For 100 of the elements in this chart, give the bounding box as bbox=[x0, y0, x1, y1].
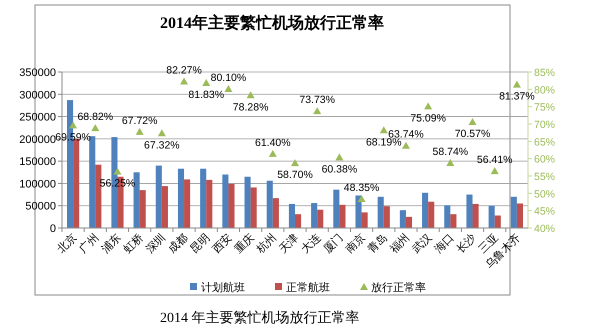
bar bbox=[140, 190, 146, 228]
bar bbox=[317, 210, 324, 228]
y2-tick-label: 50% bbox=[534, 188, 556, 200]
bar bbox=[311, 203, 318, 228]
data-label: 61.40% bbox=[254, 136, 291, 149]
bar bbox=[339, 204, 346, 228]
bar bbox=[406, 216, 412, 228]
data-label: 67.72% bbox=[122, 114, 158, 127]
point bbox=[291, 159, 299, 166]
point bbox=[69, 121, 78, 128]
data-label: 68.82% bbox=[77, 111, 114, 124]
bar bbox=[162, 186, 168, 228]
point bbox=[268, 150, 277, 157]
bar bbox=[295, 214, 302, 228]
bar bbox=[355, 195, 362, 228]
point bbox=[313, 107, 322, 114]
bar bbox=[228, 184, 235, 228]
y2-tick-label: 55% bbox=[534, 171, 556, 183]
y2-tick-label: 80% bbox=[534, 84, 556, 96]
point bbox=[136, 128, 144, 135]
data-label: 58.70% bbox=[277, 169, 313, 182]
bar bbox=[206, 180, 212, 228]
data-label: 48.35% bbox=[344, 182, 380, 194]
bar bbox=[288, 204, 295, 228]
point bbox=[180, 77, 188, 84]
bar bbox=[272, 198, 279, 228]
point bbox=[158, 129, 166, 136]
x-tick-label: 厦门 bbox=[320, 230, 346, 256]
bar bbox=[488, 206, 495, 228]
y2-tick-label: 40% bbox=[534, 223, 556, 235]
text: 2014 年主要繁忙机场放行正常率 bbox=[160, 310, 360, 326]
point bbox=[113, 168, 122, 175]
y2-tick-label: 65% bbox=[534, 136, 556, 148]
bar bbox=[222, 174, 228, 228]
bar bbox=[444, 205, 450, 228]
point bbox=[490, 167, 499, 174]
y2-tick-label: 45% bbox=[534, 206, 556, 218]
bar bbox=[516, 203, 524, 228]
bar bbox=[472, 204, 479, 228]
x-tick-label: 大连 bbox=[298, 230, 324, 256]
x-tick-label: 广州 bbox=[76, 230, 102, 256]
x-tick-label: 武汉 bbox=[410, 230, 434, 256]
bar bbox=[450, 214, 456, 228]
x-tick-label: 长沙 bbox=[454, 230, 479, 256]
bar bbox=[244, 176, 251, 228]
y-tick-label: 200000 bbox=[19, 134, 56, 146]
bar bbox=[200, 168, 206, 228]
chart-title: 2014年主要繁忙机场放行正常率 bbox=[160, 13, 384, 32]
point bbox=[246, 91, 255, 98]
bar bbox=[384, 206, 390, 228]
bar bbox=[156, 166, 162, 228]
bar bbox=[400, 210, 406, 228]
point bbox=[358, 195, 366, 202]
data-label: 81.83% bbox=[188, 88, 224, 101]
y2-tick-label: 70% bbox=[534, 119, 556, 131]
x-tick-label: 南京 bbox=[342, 230, 368, 256]
y-tick-label: 300000 bbox=[19, 89, 56, 102]
x-tick-label: 浦东 bbox=[98, 230, 124, 256]
point bbox=[224, 84, 232, 92]
data-label: 82.27% bbox=[166, 64, 202, 76]
y2-tick-label: 75% bbox=[534, 102, 556, 114]
bar bbox=[428, 202, 434, 228]
bar bbox=[494, 216, 501, 228]
y2-tick-label: 85% bbox=[534, 67, 556, 79]
data-label: 75.09% bbox=[410, 112, 446, 124]
y-tick-label: 150000 bbox=[19, 156, 56, 168]
y-tick-label: 50000 bbox=[25, 200, 56, 213]
bar bbox=[510, 196, 517, 228]
y2-tick-label: 60% bbox=[534, 154, 556, 166]
x-tick-label: 成都 bbox=[165, 230, 190, 256]
data-label: 81.37% bbox=[499, 90, 535, 103]
x-tick-label: 深圳 bbox=[143, 230, 168, 256]
y-tick-label: 250000 bbox=[19, 112, 56, 124]
point bbox=[446, 159, 454, 166]
point bbox=[512, 80, 521, 88]
legend-label: 计划航班 bbox=[201, 281, 245, 294]
data-label: 56.41% bbox=[476, 154, 513, 166]
y-tick-label: 0 bbox=[50, 223, 56, 235]
data-label: 73.73% bbox=[299, 94, 336, 106]
point bbox=[335, 153, 344, 160]
bar bbox=[89, 136, 96, 228]
x-tick-label: 福州 bbox=[387, 230, 412, 256]
bar bbox=[266, 180, 273, 228]
data-label: 78.28% bbox=[232, 101, 268, 114]
bar bbox=[378, 196, 384, 228]
bar bbox=[178, 168, 184, 228]
point bbox=[202, 78, 210, 86]
y-tick-label: 100000 bbox=[19, 178, 56, 190]
x-tick-label: 海口 bbox=[432, 232, 456, 256]
legend-label: 放行正常率 bbox=[371, 281, 426, 294]
y-tick-label: 350000 bbox=[19, 67, 56, 79]
x-tick-label: 虹桥 bbox=[122, 232, 146, 256]
data-label: 60.38% bbox=[322, 163, 358, 176]
legend-label: 正常航班 bbox=[286, 281, 330, 294]
point bbox=[424, 102, 432, 110]
data-label: 80.10% bbox=[210, 72, 246, 84]
data-label: 70.57% bbox=[454, 128, 490, 140]
point bbox=[380, 126, 388, 134]
bar bbox=[466, 194, 473, 228]
bar bbox=[184, 179, 190, 228]
